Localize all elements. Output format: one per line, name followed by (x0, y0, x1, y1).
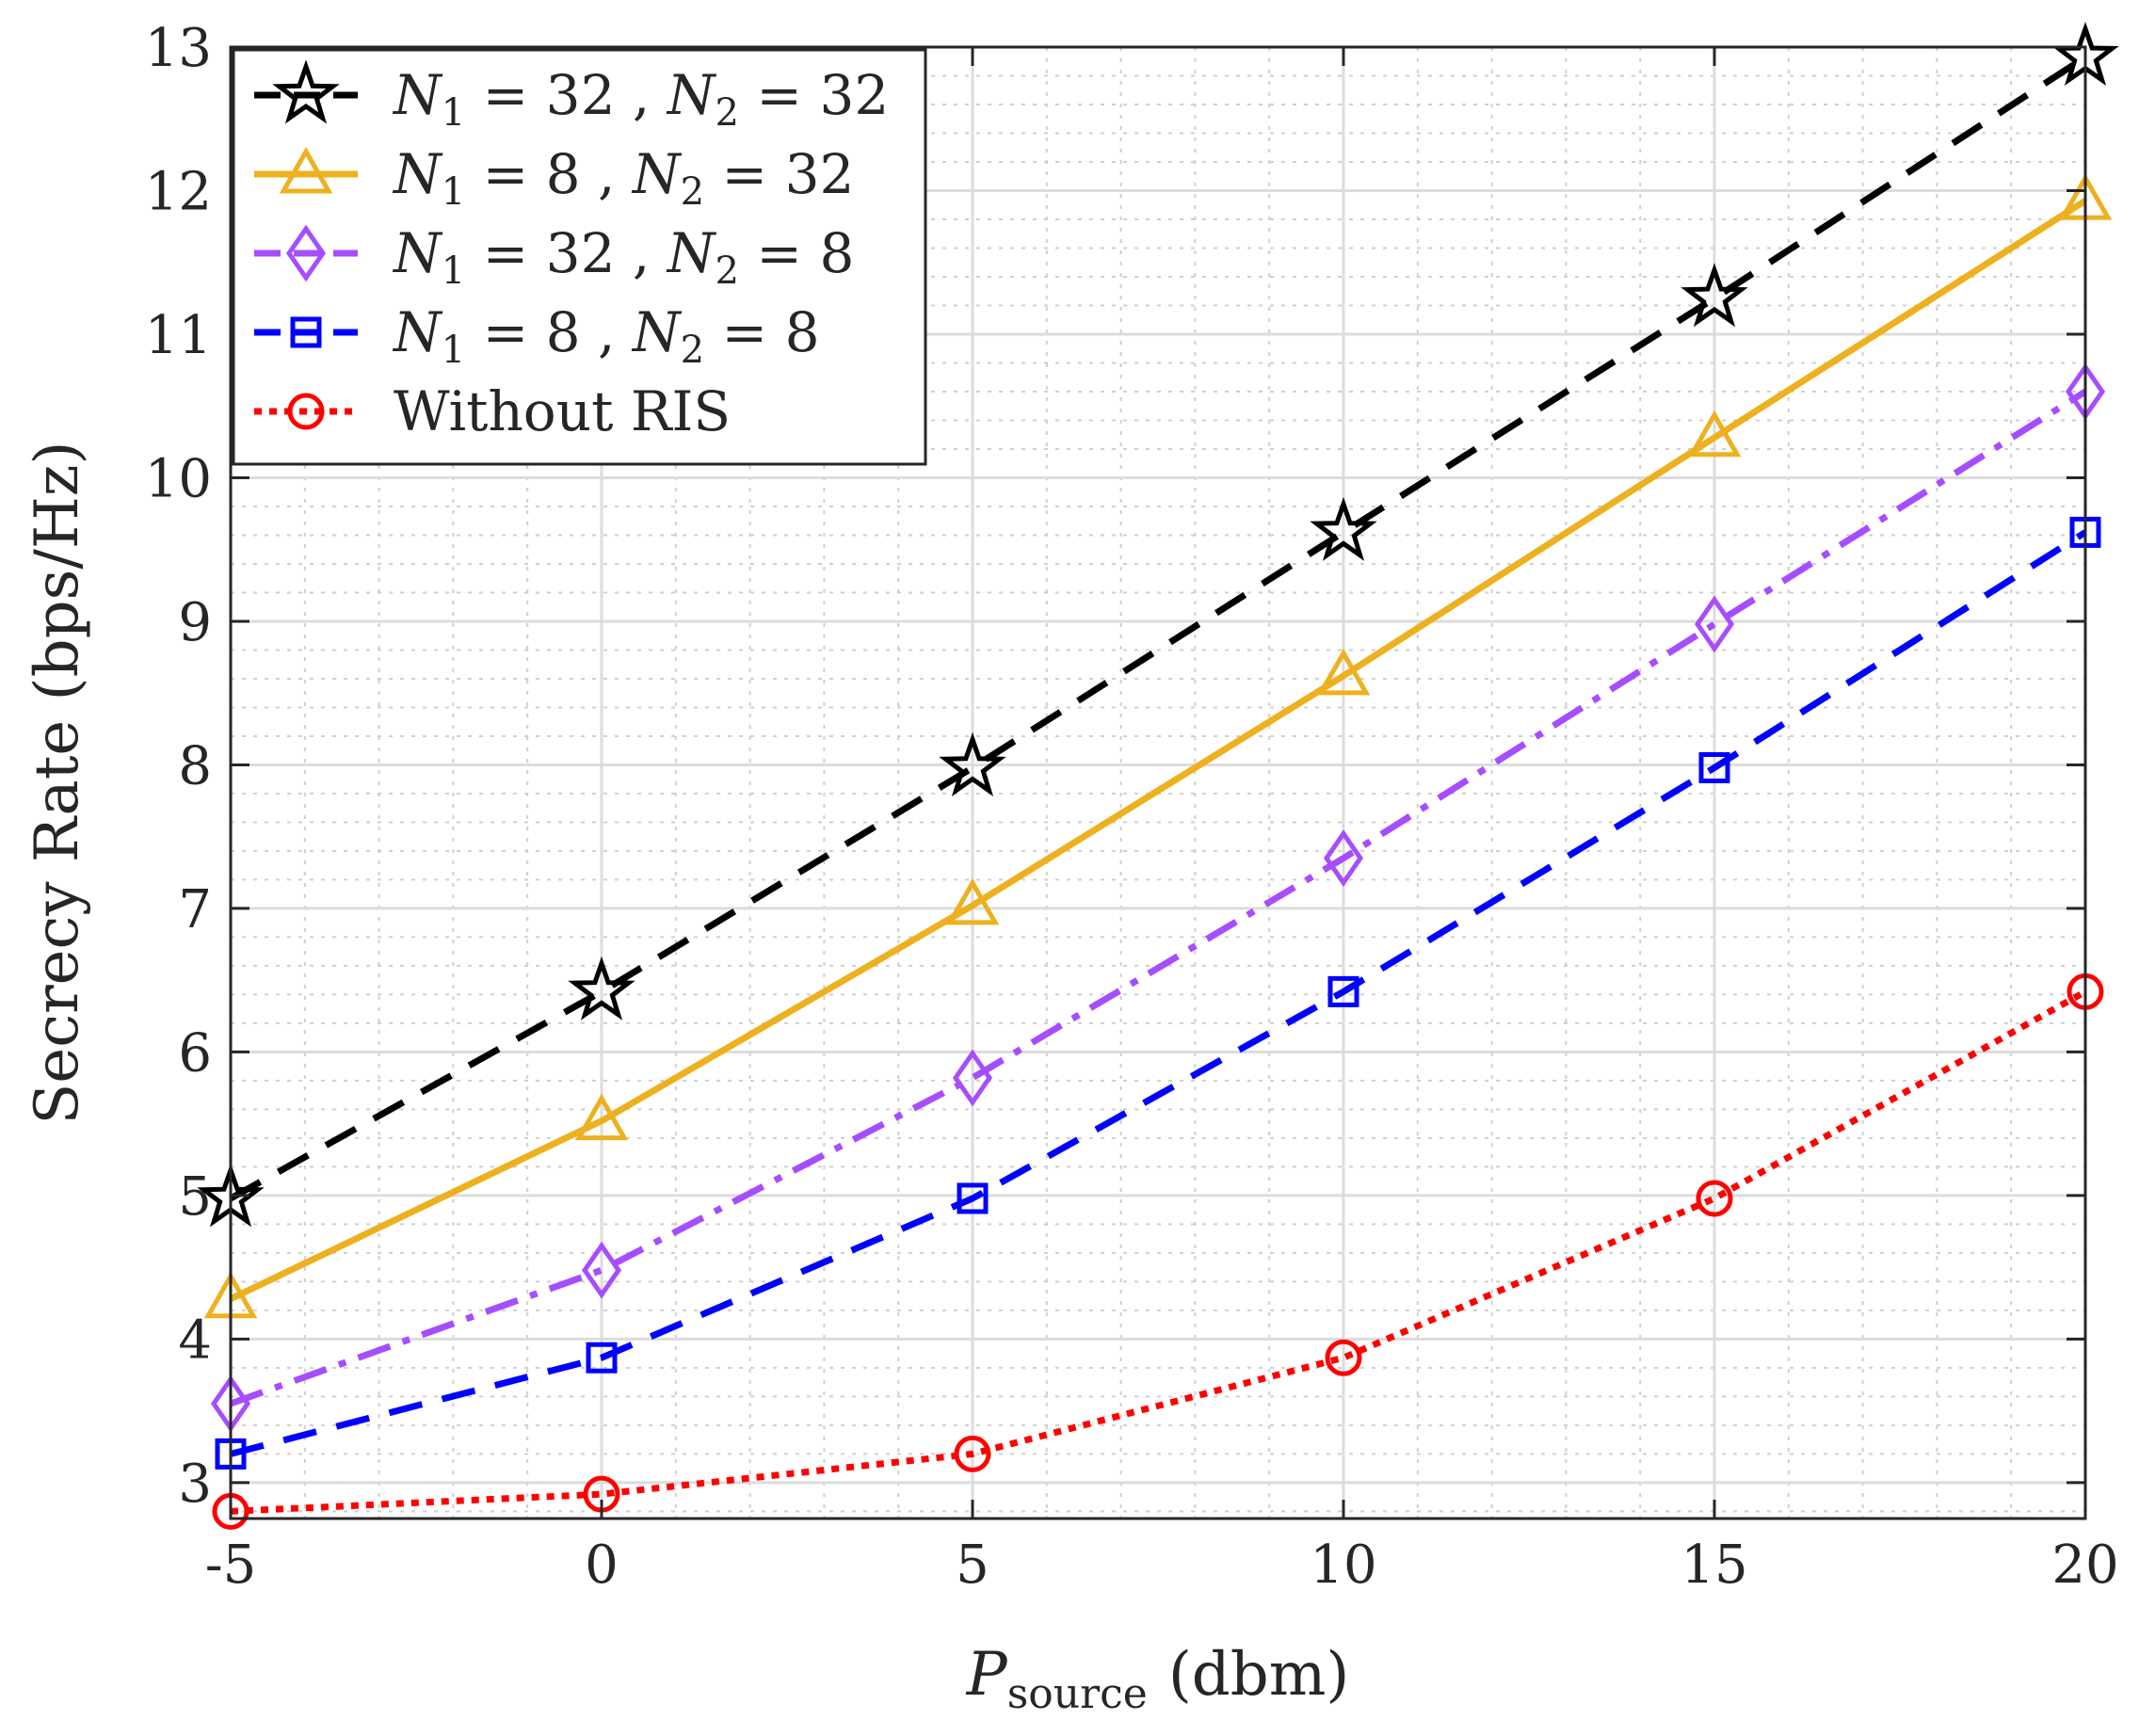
legend-part: = 32 , (465, 63, 667, 127)
minor-grid (231, 47, 2085, 1519)
data-point (1694, 595, 1735, 653)
x-tick-labels: -5 0 5 10 15 20 (205, 1535, 2119, 1596)
y-axis-title: Secrecy Rate (bps/Hz) (23, 442, 92, 1125)
legend-part: = 8 , (465, 142, 633, 206)
y-tick-label: 6 (178, 1022, 212, 1084)
legend-marker (290, 316, 322, 348)
data-point (1323, 829, 1364, 887)
legend-label: N1 = 32 , N2 = 8 (392, 221, 854, 293)
legend-part: N (666, 63, 717, 127)
x-title-sub: source (1007, 1670, 1148, 1718)
data-point (1681, 263, 1748, 328)
legend-marker (287, 393, 325, 430)
legend-part: = 32 (704, 142, 854, 206)
legend-part: N (392, 63, 443, 127)
legend-sub: 2 (716, 249, 739, 293)
legend-label: N1 = 8 , N2 = 32 (392, 142, 854, 214)
y-tick-label: 8 (178, 735, 212, 796)
legend-marker (272, 59, 340, 124)
series-line (230, 989, 2087, 1515)
y-tick-label: 11 (145, 305, 212, 366)
legend-part: = 8 (704, 300, 819, 364)
data-point (574, 1093, 629, 1141)
plot-frame (229, 45, 2087, 1520)
legend-sub: 2 (716, 91, 739, 135)
legend-marker (285, 224, 327, 282)
series-line (229, 389, 2087, 1407)
data-point (1327, 975, 1359, 1007)
data-point (957, 1182, 989, 1214)
data-point (1696, 1180, 1733, 1217)
legend-part: N (666, 221, 717, 285)
x-tick-label: 5 (956, 1535, 989, 1596)
legend-marker (279, 146, 333, 194)
series-line (229, 54, 2087, 1202)
legend-part: = 8 (739, 221, 854, 285)
legend-part: N (631, 300, 683, 364)
y-tick-labels: 3 4 5 6 7 8 9 10 11 12 13 (145, 18, 212, 1515)
legend-label: N1 = 8 , N2 = 8 (392, 300, 819, 372)
y-tick-label: 10 (145, 448, 212, 509)
legend-sub: 1 (442, 249, 465, 293)
legend-part: N (392, 221, 443, 285)
x-tick-label: 0 (585, 1535, 619, 1596)
legend-sub: 2 (681, 170, 704, 214)
data-point (1316, 648, 1371, 696)
legend-part: N (392, 300, 443, 364)
x-tick-label: -5 (205, 1535, 257, 1596)
x-tick-label: 20 (2051, 1535, 2118, 1596)
data-point (568, 956, 635, 1021)
y-tick-label: 4 (178, 1310, 212, 1371)
x-axis-title: Psource (dbm) (966, 1640, 1350, 1718)
y-tick-label: 13 (145, 18, 212, 79)
y-tick-label: 3 (178, 1454, 212, 1515)
legend-sub: 1 (442, 170, 465, 214)
legend-sub: 1 (442, 91, 465, 135)
legend-part: N (392, 142, 443, 206)
series-line (230, 529, 2087, 1457)
y-tick-label: 5 (178, 1166, 212, 1228)
x-tick-label: 10 (1310, 1535, 1376, 1596)
legend-box (232, 48, 927, 466)
data-point (581, 1241, 622, 1299)
data-point (945, 877, 1000, 925)
y-tick-label: 7 (178, 879, 212, 940)
x-tick-label: 15 (1681, 1535, 1747, 1596)
data-point (939, 731, 1006, 796)
data-point (952, 1049, 993, 1107)
legend-sub: 1 (442, 329, 465, 372)
legend-part: = 32 (739, 63, 889, 127)
data-point (954, 1435, 991, 1472)
data-point (1310, 496, 1377, 561)
data-point (1325, 1339, 1362, 1376)
data-point (586, 1342, 618, 1374)
legend-sub: 2 (681, 329, 704, 372)
x-title-main: P (966, 1640, 1008, 1710)
legend-part: = 32 , (465, 221, 667, 285)
x-title-unit: (dbm) (1168, 1640, 1350, 1710)
legend-label: N1 = 32 , N2 = 32 (392, 63, 889, 135)
series-layer (197, 22, 2119, 1530)
data-point (1687, 410, 1742, 458)
legend-part: N (631, 142, 683, 206)
y-tick-label: 12 (145, 161, 212, 222)
legend-part: = 8 , (465, 300, 633, 364)
data-point (1698, 751, 1730, 783)
legend-label: Without RIS (394, 379, 731, 443)
series-line (229, 198, 2087, 1302)
y-tick-label: 9 (178, 592, 212, 653)
